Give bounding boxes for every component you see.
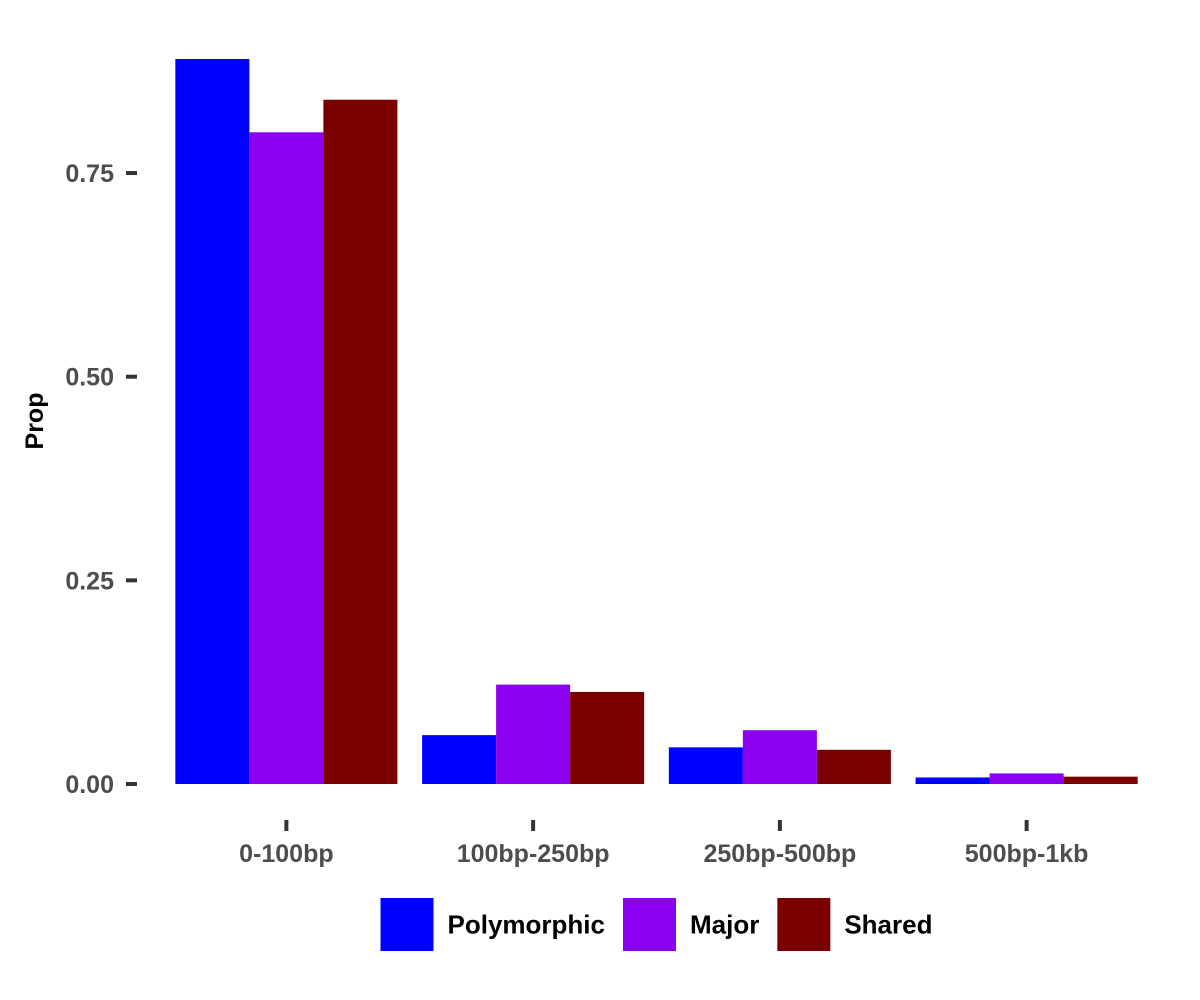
y-tick-label: 0.00	[65, 771, 114, 799]
bar-major-1	[249, 132, 324, 785]
legend-key-major	[622, 898, 676, 951]
y-tick-label: 0.25	[65, 567, 114, 595]
bar-polymorphic-2	[422, 735, 497, 784]
legend-key-polymorphic	[380, 898, 434, 951]
x-tick-label: 100bp-250bp	[457, 840, 610, 868]
x-tick-label: 250bp-500bp	[703, 840, 856, 868]
legend: Polymorphic Major Shared	[380, 898, 932, 951]
y-tick-label: 0.50	[65, 364, 114, 392]
bar-shared-4	[1063, 776, 1138, 784]
bar-major-2	[496, 684, 571, 784]
bar-major-4	[989, 773, 1064, 784]
legend-label-shared: Shared	[844, 910, 932, 940]
y-axis: 0.00 0.25 0.50 0.75	[65, 160, 137, 799]
legend-label-major: Major	[690, 910, 759, 940]
bar-polymorphic-4	[915, 777, 990, 784]
bar-shared-1	[323, 99, 398, 784]
bars-layer	[175, 59, 1138, 785]
legend-label-polymorphic: Polymorphic	[448, 910, 605, 940]
y-tick-label: 0.75	[65, 160, 114, 188]
bar-shared-3	[816, 749, 891, 784]
x-tick-label: 500bp-1kb	[965, 840, 1089, 868]
bar-polymorphic-1	[175, 59, 250, 784]
bar-polymorphic-3	[668, 747, 743, 784]
y-axis-title: Prop	[21, 393, 49, 450]
legend-key-shared	[777, 898, 831, 951]
x-tick-label: 0-100bp	[239, 840, 333, 868]
x-axis: 0-100bp 100bp-250bp 250bp-500bp 500bp-1kb	[239, 820, 1088, 868]
bar-shared-2	[570, 691, 645, 784]
bar-major-3	[742, 730, 817, 784]
